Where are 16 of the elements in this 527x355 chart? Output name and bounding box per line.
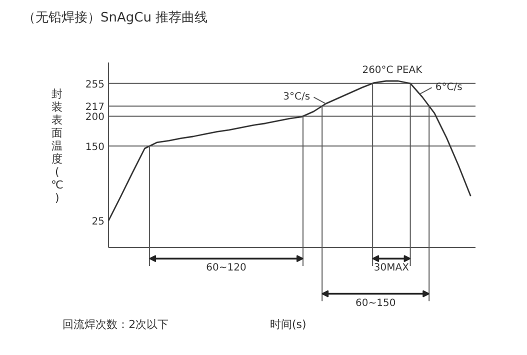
chart-title: （无铅焊接）SnAgCu 推荐曲线 <box>22 10 208 26</box>
annotation: 6°C/s <box>435 82 462 94</box>
text: 封装表面温度(℃) <box>50 87 64 204</box>
line-series <box>108 80 472 222</box>
y-tick-label: 217 <box>85 102 105 114</box>
y-tick-label: 25 <box>92 216 105 228</box>
text: 60~120 <box>206 262 246 274</box>
text: 回流焊次数：2次以下 <box>62 318 169 331</box>
text: 60~150 <box>355 298 396 309</box>
y-tick-label: 150 <box>85 142 105 154</box>
text: 时间(s) <box>270 318 306 331</box>
y-tick-label: 255 <box>85 79 105 90</box>
y-tick-label: 200 <box>85 112 105 124</box>
annotation: 260°C PEAK <box>362 65 423 76</box>
text: 30MAX <box>374 262 410 274</box>
annotation: 3°C/s <box>283 92 310 103</box>
